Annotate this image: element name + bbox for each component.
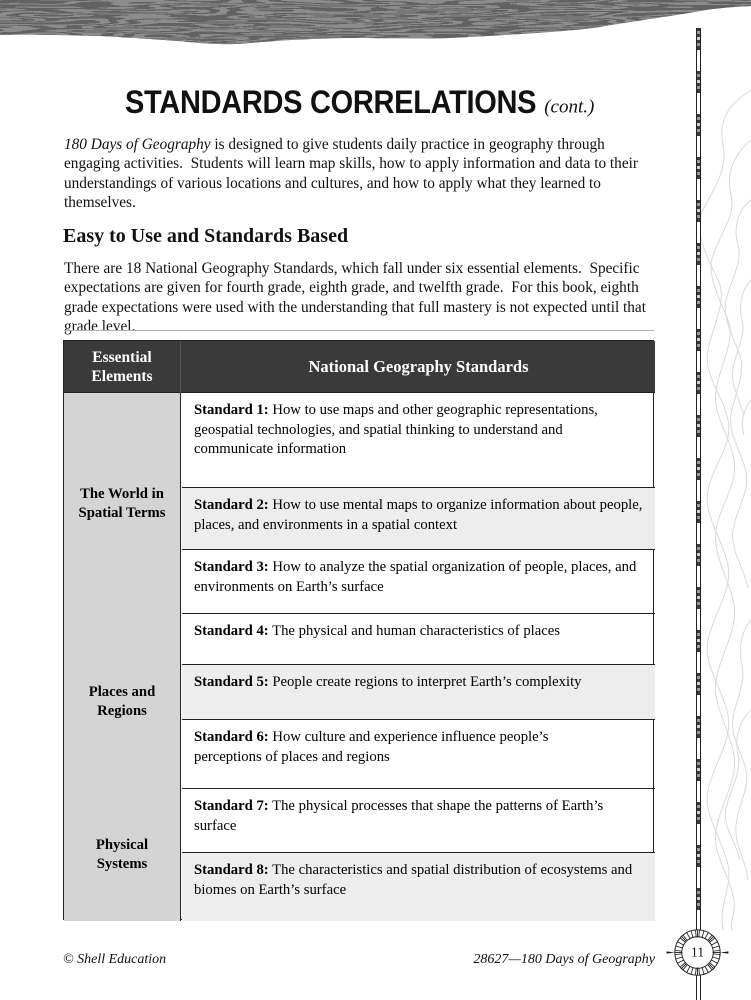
svg-text:11: 11 (691, 945, 704, 960)
